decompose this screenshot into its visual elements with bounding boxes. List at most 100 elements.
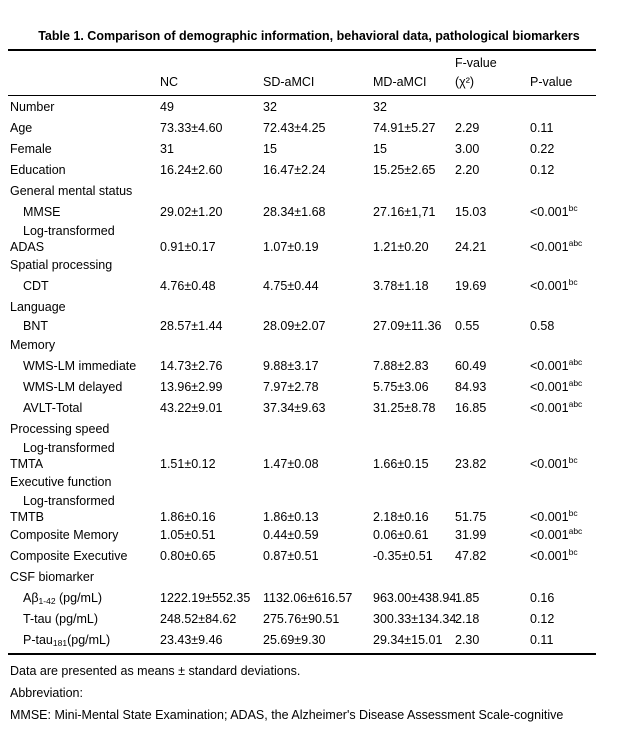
table-row: Age 73.33±4.60 72.43±4.25 74.91±5.27 2.2… (0, 118, 618, 139)
value-f: 60.49 (455, 359, 487, 373)
row-label: MMSE (23, 205, 61, 219)
value-f: 2.20 (455, 163, 480, 177)
table-row: T-tau (pg/mL) 248.52±84.62 275.76±90.51 … (0, 609, 618, 630)
table-row: WMS-LM delayed 13.96±2.99 7.97±2.78 5.75… (0, 377, 618, 398)
row-label: WMS-LM immediate (23, 359, 137, 373)
value-p: <0.001abc (530, 525, 583, 542)
table-row: Number 49 32 32 (0, 97, 618, 118)
value-nc: 1.51±0.12 (160, 457, 216, 471)
value-p: <0.001bc (530, 546, 578, 563)
value-sd-amci: 16.47±2.24 (263, 163, 326, 177)
row-label: ADAS (10, 240, 45, 254)
table-header: NC SD-aMCI MD-aMCI F-value (χ²) P-value (0, 51, 618, 95)
table-row: AVLT-Total 43.22±9.01 37.34±9.63 31.25±8… (0, 398, 618, 419)
value-f: 2.30 (455, 633, 480, 647)
value-md-amci: 2.18±0.16 (373, 510, 429, 524)
value-md-amci: 27.16±1,71 (373, 205, 436, 219)
value-md-amci: 27.09±11.36 (373, 319, 442, 333)
table-body: Number 49 32 32 Age 73.33±4.60 72.43±4.2… (0, 96, 618, 653)
table-row: CDT 4.76±0.48 4.75±0.44 3.78±1.18 19.69 … (0, 276, 618, 297)
value-nc: 14.73±2.76 (160, 359, 223, 373)
paper-table-page: Table 1. Comparison of demographic infor… (0, 28, 618, 726)
table-bottom-rule (8, 653, 596, 655)
table-row: Processing speed (0, 419, 618, 440)
row-label: WMS-LM delayed (23, 380, 123, 394)
value-sd-amci: 0.44±0.59 (263, 528, 319, 542)
value-nc: 49 (160, 100, 174, 114)
value-p: <0.001bc (530, 507, 578, 524)
table-row: Spatial processing (0, 255, 618, 276)
row-label: CDT (23, 279, 49, 293)
table-row: Education 16.24±2.60 16.47±2.24 15.25±2.… (0, 160, 618, 181)
value-p: 0.12 (530, 163, 555, 177)
value-f: 23.82 (455, 457, 487, 471)
value-sd-amci: 1132.06±616.57 (263, 591, 353, 605)
row-label: Number (10, 100, 55, 114)
value-nc: 29.02±1.20 (160, 205, 223, 219)
table-title: Table 1. Comparison of demographic infor… (38, 29, 580, 43)
value-f: 24.21 (455, 240, 487, 254)
value-sd-amci: 37.34±9.63 (263, 401, 326, 415)
value-nc: 13.96±2.99 (160, 380, 223, 394)
table-row: Composite Executive 0.80±0.65 0.87±0.51 … (0, 546, 618, 567)
value-sd-amci: 1.86±0.13 (263, 510, 319, 524)
row-label: Education (10, 163, 66, 177)
value-f: 19.69 (455, 279, 487, 293)
table-row: Language (0, 297, 618, 318)
row-label: CSF biomarker (10, 570, 95, 584)
value-nc: 31 (160, 142, 174, 156)
value-p: 0.12 (530, 612, 555, 626)
value-sd-amci: 7.97±2.78 (263, 380, 319, 394)
value-md-amci: 15.25±2.65 (373, 163, 436, 177)
value-sd-amci: 0.87±0.51 (263, 549, 319, 563)
value-p: 0.11 (530, 121, 554, 135)
row-label: Language (10, 300, 66, 314)
value-md-amci: 31.25±8.78 (373, 401, 436, 415)
row-label: T-tau (pg/mL) (23, 612, 99, 626)
value-f: 84.93 (455, 380, 487, 394)
value-p: 0.11 (530, 633, 554, 647)
row-label: Female (10, 142, 52, 156)
value-nc: 1222.19±552.35 (160, 591, 251, 605)
value-sd-amci: 28.09±2.07 (263, 319, 326, 333)
value-md-amci: 963.00±438.94 (373, 591, 457, 605)
value-sd-amci: 1.07±0.19 (263, 240, 319, 254)
value-f: 15.03 (455, 205, 487, 219)
value-p: <0.001abc (530, 356, 583, 373)
column-header-p-value: P-value (530, 75, 573, 89)
column-header-f-value: F-value (χ²) (455, 56, 497, 89)
value-f: 47.82 (455, 549, 487, 563)
table-top-rule (8, 49, 596, 51)
row-label: Age (10, 121, 33, 135)
value-sd-amci: 4.75±0.44 (263, 279, 319, 293)
value-sd-amci: 32 (263, 100, 277, 114)
value-md-amci: 3.78±1.18 (373, 279, 429, 293)
table-row: BNT 28.57±1.44 28.09±2.07 27.09±11.36 0.… (0, 318, 618, 335)
table-row: Composite Memory 1.05±0.51 0.44±0.59 0.0… (0, 525, 618, 546)
value-nc: 1.05±0.51 (160, 528, 216, 542)
value-md-amci: 29.34±15.01 (373, 633, 443, 647)
table-row: CSF biomarker (0, 567, 618, 588)
value-p: <0.001bc (530, 454, 578, 471)
table-row: Memory (0, 335, 618, 356)
row-label: Executive function (10, 475, 112, 489)
row-label: Processing speed (10, 422, 110, 436)
value-f: 31.99 (455, 528, 487, 542)
value-md-amci: 5.75±3.06 (373, 380, 429, 394)
value-f: 2.18 (455, 612, 480, 626)
value-nc: 16.24±2.60 (160, 163, 223, 177)
value-nc: 73.33±4.60 (160, 121, 223, 135)
row-label: TMTB (10, 510, 45, 524)
table-row: WMS-LM immediate 14.73±2.76 9.88±3.17 7.… (0, 356, 618, 377)
value-f: 2.29 (455, 121, 480, 135)
value-sd-amci: 25.69±9.30 (263, 633, 326, 647)
value-md-amci: 74.91±5.27 (373, 121, 436, 135)
value-nc: 4.76±0.48 (160, 279, 216, 293)
row-label: Aβ1-42 (pg/mL) (23, 591, 103, 606)
value-nc: 0.80±0.65 (160, 549, 216, 563)
value-p: <0.001abc (530, 377, 583, 394)
value-md-amci: 300.33±134.34 (373, 612, 457, 626)
value-md-amci: 1.21±0.20 (373, 240, 429, 254)
row-label: AVLT-Total (23, 401, 83, 415)
footnote-abbreviation-heading: Abbreviation: (10, 686, 83, 700)
